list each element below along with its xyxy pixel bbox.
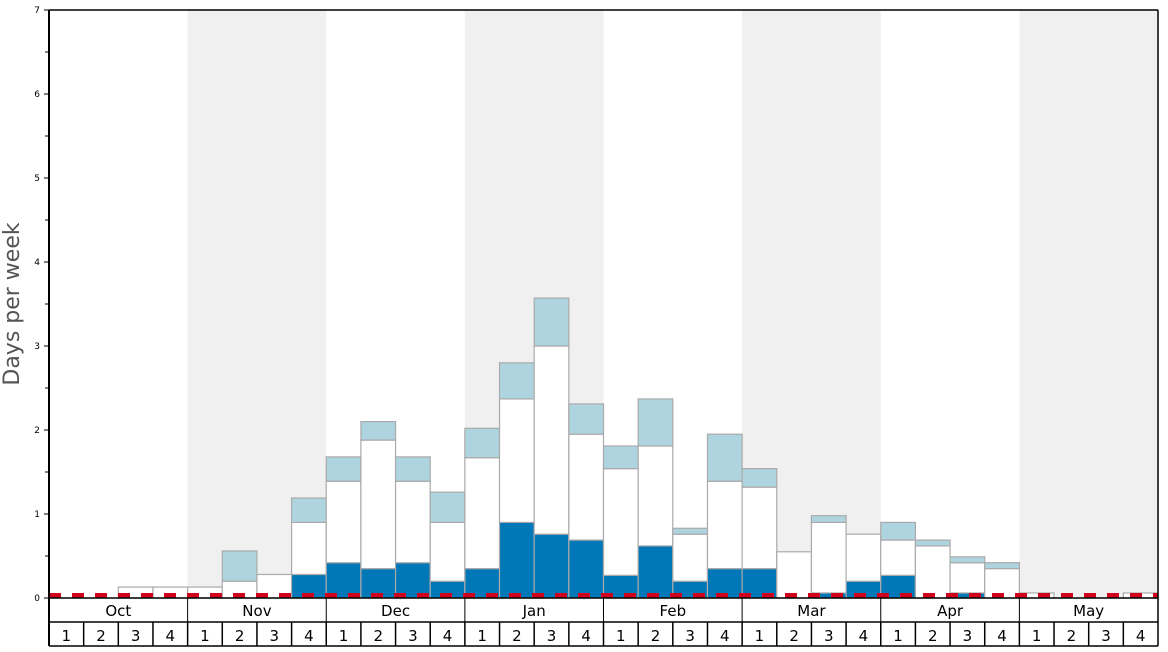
week-label: 1 <box>200 627 210 645</box>
bar-segment-middle <box>602 468 639 576</box>
week-label: 2 <box>1067 627 1077 645</box>
bar-segment-top <box>810 515 847 523</box>
week-label: 3 <box>269 627 279 645</box>
week-label: 4 <box>997 627 1007 645</box>
bar-segment-bottom <box>498 521 535 599</box>
week-label: 2 <box>373 627 383 645</box>
bar-segment-middle <box>498 398 535 524</box>
bar-segment-top <box>949 556 986 564</box>
month-label-mar: Mar <box>797 602 826 620</box>
bar-segment-middle <box>672 533 709 582</box>
week-label: 3 <box>547 627 557 645</box>
bar-segment-middle <box>637 445 674 547</box>
bar-segment-top <box>360 421 397 441</box>
bar-segment-middle <box>360 439 397 570</box>
bar-segment-bottom <box>325 562 362 599</box>
month-label-jan: Jan <box>522 602 546 620</box>
bar-segment-top <box>568 403 605 435</box>
y-tick-label: 4 <box>34 258 40 268</box>
bar-segment-middle <box>741 486 778 570</box>
week-label: 1 <box>755 627 765 645</box>
bar-segment-top <box>637 398 674 447</box>
week-label: 3 <box>408 627 418 645</box>
week-label: 4 <box>166 627 176 645</box>
week-label: 4 <box>443 627 453 645</box>
bar-segment-top <box>880 521 917 541</box>
bar-segment-middle <box>290 521 327 576</box>
bar-segment-bottom <box>637 545 674 599</box>
bar-segment-middle <box>706 480 743 570</box>
y-axis-label: Days per week <box>0 222 25 385</box>
week-label: 3 <box>685 627 695 645</box>
week-label: 1 <box>893 627 903 645</box>
week-label: 1 <box>62 627 72 645</box>
y-tick-label: 6 <box>34 90 40 100</box>
week-label: 2 <box>235 627 245 645</box>
week-label: 4 <box>720 627 730 645</box>
week-label: 2 <box>928 627 938 645</box>
y-tick-label: 2 <box>34 426 40 436</box>
bar-segment-middle <box>880 539 917 576</box>
bar-segment-middle <box>845 533 882 582</box>
week-label: 4 <box>581 627 591 645</box>
bar-segment-top <box>464 427 501 459</box>
bar-segment-middle <box>914 545 951 599</box>
bar-segment-top <box>706 433 743 482</box>
bar-segment-top <box>290 497 327 524</box>
bar-segment-middle <box>568 433 605 541</box>
week-label: 2 <box>651 627 661 645</box>
bar-segment-top <box>672 527 709 535</box>
bar-segment-bottom <box>533 533 570 599</box>
week-label: 3 <box>131 627 141 645</box>
week-label: 3 <box>824 627 834 645</box>
week-label: 1 <box>477 627 487 645</box>
bar-segment-middle <box>429 521 466 582</box>
month-label-dec: Dec <box>381 602 410 620</box>
week-label: 2 <box>512 627 522 645</box>
week-label: 3 <box>1101 627 1111 645</box>
month-band-may <box>1019 10 1158 598</box>
week-label: 1 <box>339 627 349 645</box>
week-label: 1 <box>1032 627 1042 645</box>
bar-segment-middle <box>810 521 847 594</box>
week-label: 2 <box>789 627 799 645</box>
bar-segment-bottom <box>394 562 431 599</box>
bar-segment-top <box>325 456 362 482</box>
month-label-oct: Oct <box>105 602 131 620</box>
y-tick-label: 1 <box>34 510 40 520</box>
bar-segment-top <box>498 362 535 400</box>
y-tick-label: 5 <box>34 174 40 184</box>
bar-segment-bottom <box>568 539 605 599</box>
week-label: 3 <box>963 627 973 645</box>
bar-segment-top <box>429 491 466 524</box>
bar-segment-top <box>741 468 778 488</box>
bar-segment-middle <box>533 345 570 535</box>
bar-segment-top <box>221 550 258 582</box>
bar-segment-middle <box>776 551 813 599</box>
week-label: 4 <box>859 627 869 645</box>
bar-segment-middle <box>464 457 501 570</box>
week-label: 4 <box>304 627 314 645</box>
month-label-may: May <box>1073 602 1104 620</box>
bar-segment-top <box>533 297 570 347</box>
month-label-feb: Feb <box>660 602 687 620</box>
bar-segment-top <box>602 445 639 470</box>
y-tick-label: 7 <box>34 6 40 16</box>
bar-segment-middle <box>394 480 431 564</box>
bar-segment-top <box>984 562 1020 570</box>
month-label-nov: Nov <box>242 602 271 620</box>
week-label: 2 <box>96 627 106 645</box>
y-tick-label: 3 <box>34 342 40 352</box>
week-label: 1 <box>616 627 626 645</box>
month-label-apr: Apr <box>937 602 964 620</box>
bar-segment-top <box>394 456 431 482</box>
bar-segment-middle <box>325 480 362 564</box>
y-tick-label: 0 <box>34 594 40 604</box>
bar-segment-top <box>914 539 951 547</box>
week-label: 4 <box>1136 627 1146 645</box>
bar-segment-middle <box>949 562 986 594</box>
